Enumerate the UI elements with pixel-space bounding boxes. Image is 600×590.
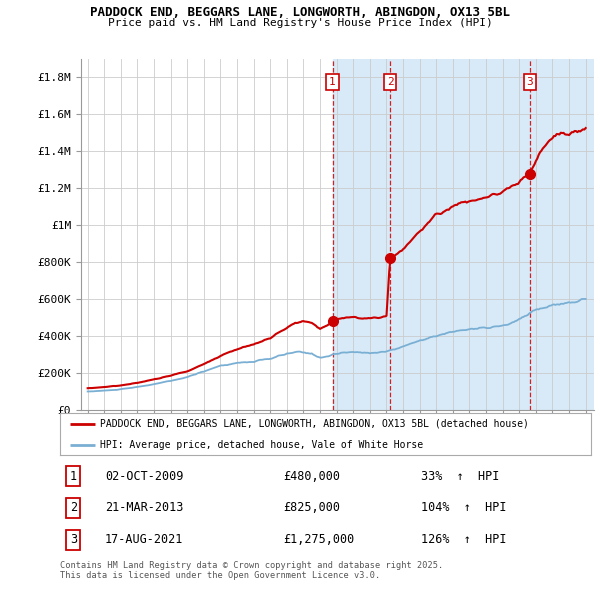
Text: £825,000: £825,000 xyxy=(283,502,340,514)
Text: Price paid vs. HM Land Registry's House Price Index (HPI): Price paid vs. HM Land Registry's House … xyxy=(107,18,493,28)
Text: 21-MAR-2013: 21-MAR-2013 xyxy=(105,502,184,514)
Text: 3: 3 xyxy=(70,533,77,546)
Text: 2: 2 xyxy=(70,502,77,514)
Text: Contains HM Land Registry data © Crown copyright and database right 2025.: Contains HM Land Registry data © Crown c… xyxy=(60,560,443,569)
Text: 104%  ↑  HPI: 104% ↑ HPI xyxy=(421,502,506,514)
Bar xyxy=(530,59,594,410)
Bar xyxy=(390,59,530,410)
Text: 1: 1 xyxy=(70,470,77,483)
Text: PADDOCK END, BEGGARS LANE, LONGWORTH, ABINGDON, OX13 5BL (detached house): PADDOCK END, BEGGARS LANE, LONGWORTH, AB… xyxy=(100,419,529,428)
Bar xyxy=(332,59,390,410)
Text: This data is licensed under the Open Government Licence v3.0.: This data is licensed under the Open Gov… xyxy=(60,571,380,579)
Text: £1,275,000: £1,275,000 xyxy=(283,533,354,546)
Text: 3: 3 xyxy=(526,77,533,87)
Text: PADDOCK END, BEGGARS LANE, LONGWORTH, ABINGDON, OX13 5BL: PADDOCK END, BEGGARS LANE, LONGWORTH, AB… xyxy=(90,6,510,19)
Text: 1: 1 xyxy=(329,77,336,87)
Text: HPI: Average price, detached house, Vale of White Horse: HPI: Average price, detached house, Vale… xyxy=(100,440,423,450)
Text: 17-AUG-2021: 17-AUG-2021 xyxy=(105,533,184,546)
Text: 2: 2 xyxy=(387,77,394,87)
Text: 126%  ↑  HPI: 126% ↑ HPI xyxy=(421,533,506,546)
Text: 02-OCT-2009: 02-OCT-2009 xyxy=(105,470,184,483)
Text: £480,000: £480,000 xyxy=(283,470,340,483)
Text: 33%  ↑  HPI: 33% ↑ HPI xyxy=(421,470,499,483)
